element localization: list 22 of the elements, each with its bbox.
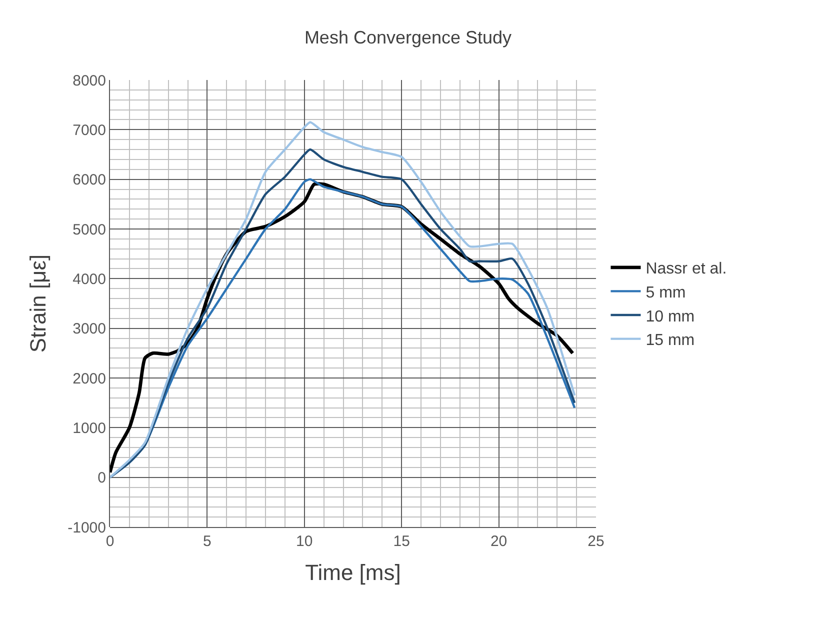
x-tick-label: 5 [203, 533, 212, 550]
y-tick-label: 1000 [72, 420, 106, 437]
chart-title: Mesh Convergence Study [304, 27, 512, 48]
x-tick-label: 25 [588, 533, 604, 550]
x-tick-label: 10 [296, 533, 313, 550]
y-tick-label: -1000 [68, 519, 106, 536]
legend-label: 10 mm [646, 308, 695, 326]
y-tick-label: 8000 [72, 72, 106, 90]
legend-label: 15 mm [646, 332, 695, 350]
legend-label: Nassr et al. [646, 260, 727, 278]
x-tick-label: 15 [393, 533, 410, 550]
x-axis-title: Time [ms] [305, 560, 401, 585]
y-tick-label: 2000 [72, 370, 106, 388]
y-tick-label: 7000 [72, 122, 106, 139]
y-tick-label: 3000 [72, 320, 106, 338]
x-tick-label: 20 [490, 533, 508, 550]
legend-label: 5 mm [646, 284, 686, 302]
y-axis-title: Strain [με] [25, 254, 50, 353]
y-tick-label: 4000 [72, 270, 106, 288]
y-tick-label: 5000 [72, 221, 106, 238]
y-tick-label: 0 [98, 470, 106, 487]
y-tick-label: 6000 [72, 172, 106, 189]
